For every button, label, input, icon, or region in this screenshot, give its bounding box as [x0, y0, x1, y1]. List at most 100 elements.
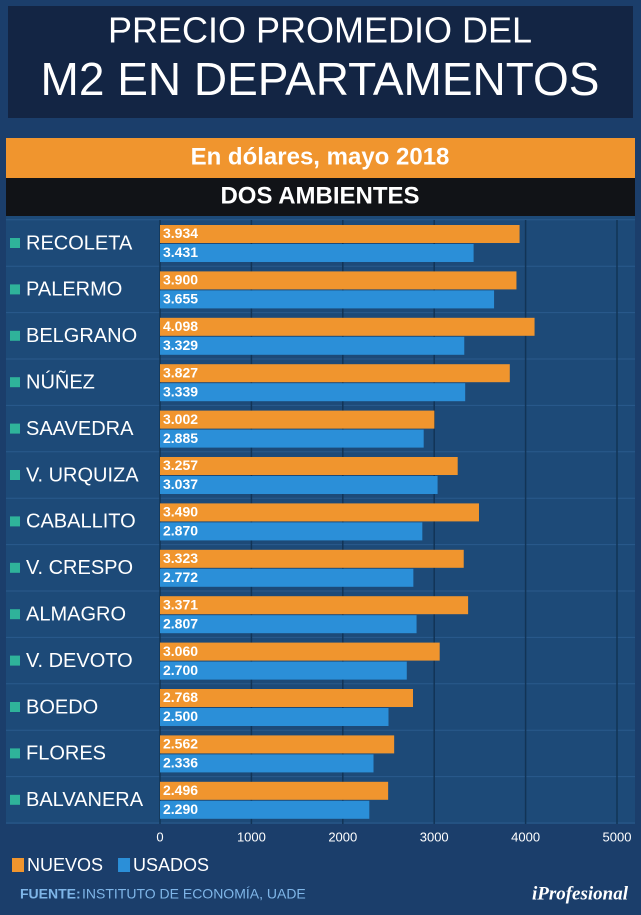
value-label: 2.500 [163, 708, 198, 724]
value-label: 4.098 [163, 318, 198, 334]
bar [160, 383, 466, 402]
value-label: 3.339 [163, 383, 198, 399]
y-tick-label: V. URQUIZA [26, 464, 139, 486]
bar [160, 800, 370, 819]
category-marker [10, 377, 20, 388]
bar [160, 290, 495, 309]
value-label: 2.496 [163, 782, 198, 798]
category-marker [10, 655, 20, 666]
value-label: 3.371 [163, 596, 198, 612]
category-marker [10, 748, 20, 759]
x-tick-label: 5000 [603, 829, 632, 844]
y-tick-label: FLORES [26, 743, 106, 765]
bar [160, 596, 469, 615]
bar [160, 225, 520, 243]
value-label: 3.002 [163, 411, 198, 427]
value-label: 2.870 [163, 523, 198, 539]
y-tick-label: SAAVEDRA [26, 418, 134, 440]
category-marker [10, 702, 20, 712]
bar [160, 781, 389, 800]
y-tick-label: ALMAGRO [26, 603, 126, 625]
value-label: 3.827 [163, 364, 198, 380]
value-label: 3.934 [163, 225, 198, 241]
y-tick-label: PALERMO [26, 279, 122, 301]
value-label: 2.562 [163, 736, 198, 752]
bar [160, 754, 374, 773]
category-marker [10, 284, 20, 295]
y-tick-label: BOEDO [26, 696, 98, 718]
bar [160, 615, 417, 634]
y-tick-label: BALVANERA [26, 789, 144, 811]
value-label: 2.807 [163, 615, 198, 631]
bar [160, 708, 389, 726]
y-tick-label: V. CRESPO [26, 557, 133, 579]
x-tick-label: 2000 [328, 829, 357, 844]
category-marker [10, 516, 20, 527]
bar [160, 429, 424, 448]
value-label: 3.323 [163, 550, 198, 566]
source: INSTITUTO DE ECONOMÍA, UADE [82, 886, 306, 902]
value-label: 3.257 [163, 457, 198, 473]
bar [160, 476, 438, 494]
bar [160, 689, 413, 707]
bar [160, 410, 435, 429]
value-label: 2.700 [163, 662, 198, 678]
value-label: 3.329 [163, 337, 198, 353]
y-tick-label: CABALLITO [26, 511, 136, 533]
section-band [6, 178, 635, 216]
x-tick-label: 0 [156, 829, 163, 844]
y-tick-label: BELGRANO [26, 325, 137, 347]
category-marker [10, 238, 20, 248]
category-marker [10, 562, 20, 573]
bar [160, 244, 474, 262]
subtitle-band [6, 138, 635, 178]
value-label: 2.336 [163, 755, 198, 771]
value-label: 3.655 [163, 291, 198, 307]
y-tick-label: NÚÑEZ [26, 369, 95, 393]
y-tick-label: RECOLETA [26, 232, 133, 254]
legend-swatch [12, 858, 24, 872]
bar [160, 457, 458, 475]
bar [160, 661, 407, 680]
legend-swatch [118, 858, 131, 872]
value-label: 2.885 [163, 430, 198, 446]
brand: iProfesional [532, 883, 629, 904]
bar [160, 317, 535, 336]
chart-title: PRECIO PROMEDIO DEL [108, 10, 532, 51]
chart-title: M2 EN DEPARTAMENTOS [41, 53, 600, 105]
bar [160, 271, 517, 290]
category-marker [10, 423, 20, 434]
source-label: FUENTE: [20, 886, 81, 902]
bar [160, 364, 510, 383]
value-label: 3.037 [163, 476, 198, 492]
value-label: 3.060 [163, 643, 198, 659]
x-tick-label: 4000 [511, 829, 540, 844]
category-marker [10, 470, 20, 480]
category-marker [10, 330, 20, 341]
value-label: 3.431 [163, 244, 198, 260]
value-label: 3.490 [163, 504, 198, 520]
legend-label: USADOS [133, 855, 209, 875]
y-tick-label: V. DEVOTO [26, 650, 133, 672]
value-label: 2.768 [163, 689, 198, 705]
bar [160, 503, 479, 522]
x-tick-label: 3000 [420, 829, 449, 844]
bar [160, 549, 464, 568]
x-tick-label: 1000 [237, 829, 266, 844]
category-marker [10, 609, 20, 620]
bar [160, 522, 423, 541]
value-label: 3.900 [163, 272, 198, 288]
title-box [8, 6, 633, 118]
legend-label: NUEVOS [27, 855, 103, 875]
bar [160, 336, 465, 355]
bar [160, 568, 414, 587]
subtitle: En dólares, mayo 2018 [191, 143, 450, 170]
bar [160, 735, 395, 754]
category-marker [10, 794, 20, 805]
bar [160, 642, 440, 661]
value-label: 2.772 [163, 569, 198, 585]
section-title: DOS AMBIENTES [220, 182, 419, 209]
value-label: 2.290 [163, 801, 198, 817]
